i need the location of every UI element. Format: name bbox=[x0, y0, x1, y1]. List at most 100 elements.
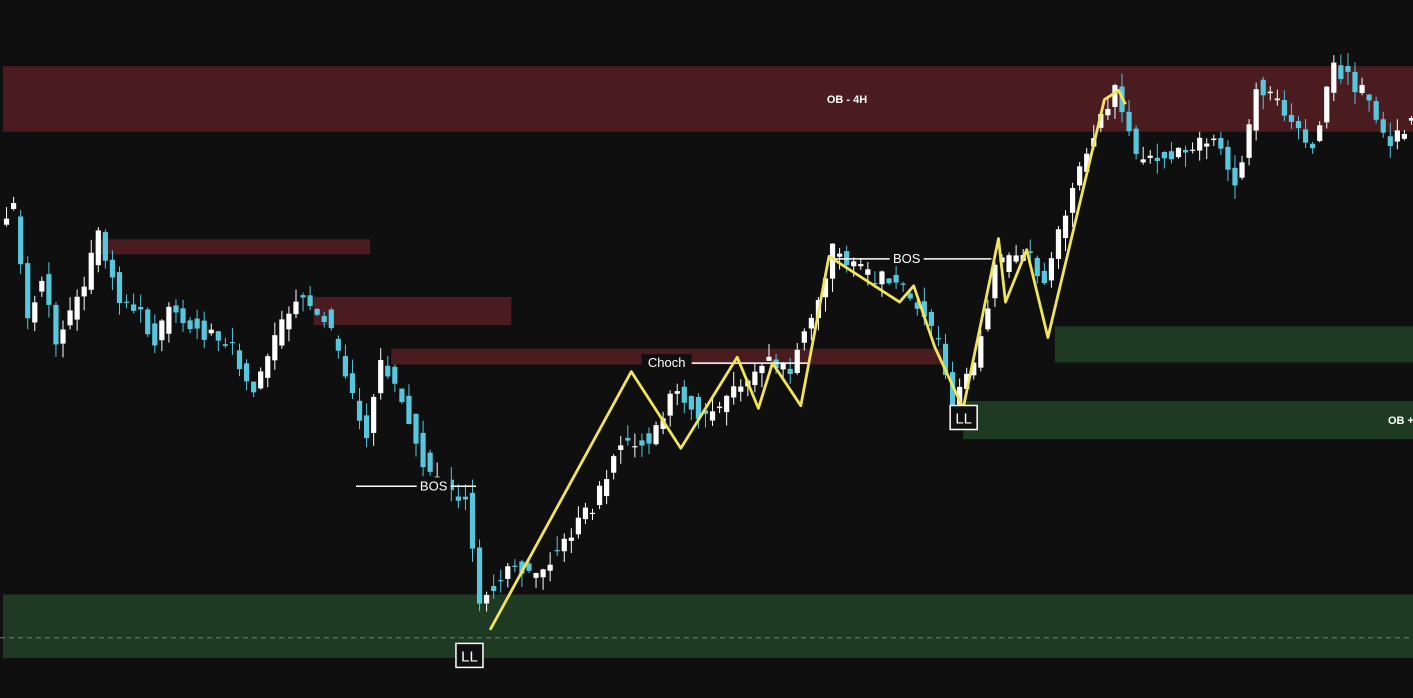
candle-down bbox=[123, 301, 130, 303]
candle-up bbox=[74, 296, 80, 320]
candle-down bbox=[688, 396, 694, 410]
candle-up bbox=[879, 271, 885, 285]
structure-label-bg bbox=[641, 354, 692, 371]
candle-down bbox=[512, 565, 518, 567]
candle-down bbox=[872, 283, 878, 285]
candle-down bbox=[1232, 167, 1238, 186]
candle-down bbox=[1387, 136, 1393, 147]
candle-down bbox=[526, 563, 532, 571]
candle-up bbox=[731, 386, 737, 398]
candle-up bbox=[166, 306, 172, 334]
candle-up bbox=[992, 264, 998, 299]
candle-up bbox=[794, 349, 800, 373]
candle-down bbox=[462, 496, 469, 500]
candle-up bbox=[1246, 124, 1252, 158]
candle-down bbox=[1133, 128, 1139, 154]
candle-up bbox=[1062, 215, 1069, 239]
candle-up bbox=[653, 425, 659, 445]
candle-up bbox=[32, 302, 38, 323]
candle-down bbox=[385, 365, 391, 377]
candle-down bbox=[356, 400, 363, 421]
candle-down bbox=[886, 278, 892, 284]
candle-down bbox=[476, 547, 483, 604]
candle-down bbox=[251, 381, 257, 393]
candle-down bbox=[519, 561, 525, 574]
candle-down bbox=[1352, 71, 1358, 93]
candle-down bbox=[102, 231, 108, 261]
supply-zone-1 bbox=[94, 239, 371, 255]
zigzag-layer bbox=[488, 89, 1127, 631]
candle-up bbox=[159, 320, 165, 341]
candle-up bbox=[95, 230, 101, 266]
candle-up bbox=[801, 331, 807, 343]
demand-zone-5 bbox=[963, 401, 1413, 440]
candle-up bbox=[293, 301, 299, 315]
candle-down bbox=[243, 363, 250, 382]
candle-up bbox=[265, 356, 271, 378]
candle-down bbox=[194, 318, 200, 329]
candle-down bbox=[187, 320, 193, 330]
candle-up bbox=[1274, 98, 1280, 101]
candle-up bbox=[716, 406, 723, 409]
candle-down bbox=[321, 315, 327, 322]
candle-up bbox=[540, 569, 546, 578]
candle-up bbox=[39, 280, 45, 292]
candle-down bbox=[914, 302, 920, 309]
candle-up bbox=[611, 456, 617, 473]
candle-down bbox=[1288, 114, 1295, 122]
candle-down bbox=[25, 263, 31, 319]
candle-up bbox=[829, 243, 836, 279]
candle-down bbox=[1154, 157, 1160, 162]
candle-down bbox=[942, 343, 949, 375]
candle-up bbox=[1204, 143, 1210, 147]
candle-up bbox=[1239, 162, 1245, 178]
candle-down bbox=[1338, 65, 1344, 79]
candle-up bbox=[1211, 138, 1217, 141]
candle-up bbox=[10, 202, 17, 210]
demand-zone-4 bbox=[1054, 326, 1413, 363]
candle-up bbox=[533, 573, 539, 578]
candle-up bbox=[709, 411, 716, 421]
candle-up bbox=[1359, 84, 1365, 93]
candle-down bbox=[300, 295, 306, 298]
candle-down bbox=[328, 309, 334, 329]
candle-down bbox=[173, 305, 179, 313]
candle-down bbox=[893, 274, 899, 283]
candle-up bbox=[851, 261, 857, 267]
candle-up bbox=[1006, 255, 1012, 273]
candle-up bbox=[272, 335, 278, 361]
candle-up bbox=[985, 308, 991, 330]
candle-down bbox=[145, 309, 151, 335]
zone-label: OB - 4H bbox=[827, 94, 867, 106]
candle-up bbox=[582, 507, 589, 520]
candle-down bbox=[949, 372, 956, 414]
zones-layer: OB - 4H OB + bbox=[3, 66, 1413, 659]
candle-up bbox=[865, 269, 871, 275]
candle-down bbox=[53, 304, 59, 345]
candle-down bbox=[1366, 94, 1372, 101]
candle-up bbox=[505, 566, 511, 579]
candle-up bbox=[759, 365, 765, 374]
candle-up bbox=[837, 253, 843, 257]
structure-label: Choch bbox=[648, 355, 686, 370]
candle-down bbox=[448, 479, 454, 491]
candle-up bbox=[1408, 118, 1413, 121]
candle-up bbox=[604, 479, 610, 497]
candle-down bbox=[646, 433, 652, 444]
candle-down bbox=[116, 272, 123, 303]
candle-up bbox=[208, 329, 214, 334]
candle-up bbox=[1069, 187, 1076, 213]
candle-up bbox=[766, 356, 772, 361]
candle-down bbox=[681, 386, 687, 403]
candle-down bbox=[335, 338, 341, 351]
candle-down bbox=[152, 323, 158, 346]
candle-down bbox=[491, 586, 497, 591]
candle-up bbox=[1331, 62, 1337, 93]
candle-up bbox=[822, 278, 829, 298]
candle-up bbox=[752, 371, 758, 386]
candle-up bbox=[88, 252, 94, 290]
labels-layer: BOS Choch BOS LL LL bbox=[416, 249, 978, 669]
candle-up bbox=[568, 537, 574, 541]
candle-up bbox=[589, 512, 596, 515]
